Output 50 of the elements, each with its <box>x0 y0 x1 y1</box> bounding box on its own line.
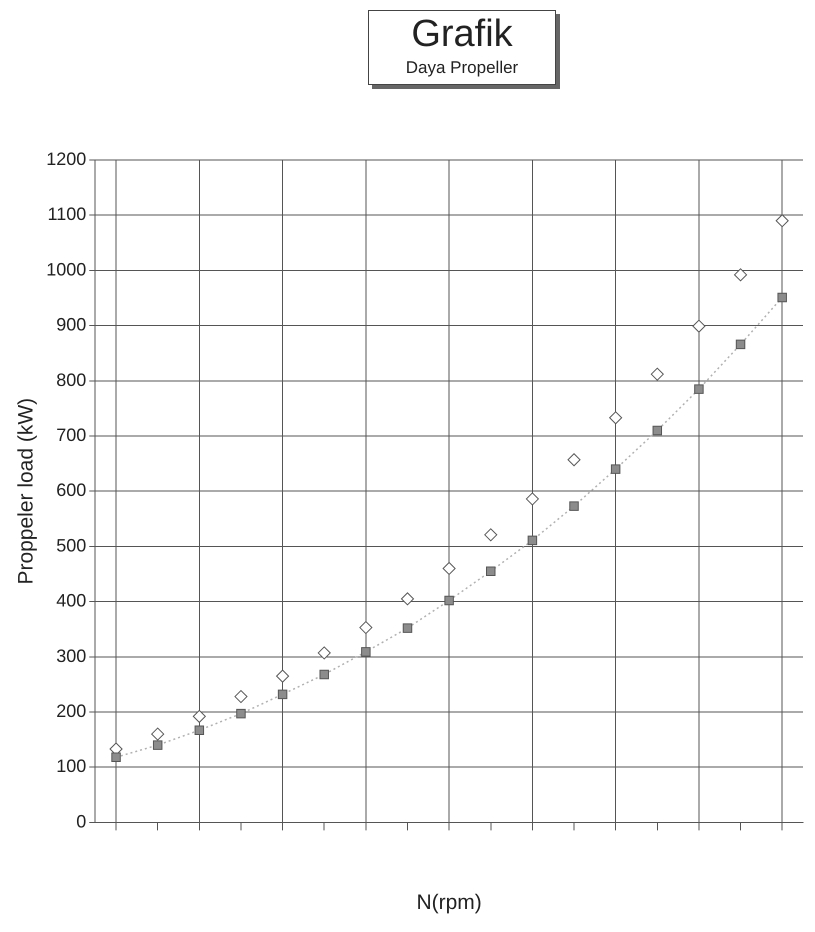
y-tick-label: 100 <box>56 756 86 776</box>
point <box>192 710 206 723</box>
point <box>400 592 414 606</box>
point <box>734 268 748 282</box>
point <box>318 646 331 660</box>
point <box>151 728 164 741</box>
point <box>652 426 662 436</box>
point <box>236 708 246 718</box>
point <box>444 596 454 606</box>
point <box>152 740 162 750</box>
point <box>568 453 581 466</box>
point <box>442 562 456 575</box>
y-axis-title: Proppeler load (kW) <box>14 398 38 585</box>
point <box>111 752 121 762</box>
point <box>776 214 789 228</box>
point <box>526 492 539 506</box>
y-tick-label: 1000 <box>46 259 86 280</box>
point <box>276 670 290 683</box>
y-tick-label: 1200 <box>46 148 86 169</box>
y-tick-label: 600 <box>56 480 86 500</box>
point <box>194 725 204 735</box>
point <box>486 566 496 576</box>
y-tick-label: 900 <box>56 314 86 335</box>
point <box>569 501 579 511</box>
y-tick-label: 200 <box>56 700 86 721</box>
y-tick-label: 400 <box>56 590 86 611</box>
point <box>650 368 664 381</box>
chart-subtitle: Daya Propeller <box>404 58 520 78</box>
point <box>528 536 538 546</box>
point <box>736 340 746 350</box>
point <box>609 411 622 424</box>
point <box>402 623 412 633</box>
point <box>484 528 498 542</box>
y-tick-label: 500 <box>56 535 86 556</box>
y-tick-label: 800 <box>56 370 86 390</box>
point <box>777 292 787 302</box>
y-tick-label: 0 <box>76 811 86 832</box>
point <box>359 621 372 634</box>
x-axis-title: N(rpm) <box>416 891 482 914</box>
point <box>319 670 329 680</box>
point <box>234 690 248 704</box>
y-tick-label: 300 <box>56 646 86 666</box>
point <box>694 384 704 394</box>
point <box>692 320 706 333</box>
y-tick-label: 700 <box>56 424 86 445</box>
chart-title: Grafik <box>410 13 514 56</box>
y-tick-label: 1100 <box>48 204 86 224</box>
point <box>610 464 620 474</box>
point <box>278 690 288 700</box>
point <box>361 647 371 657</box>
